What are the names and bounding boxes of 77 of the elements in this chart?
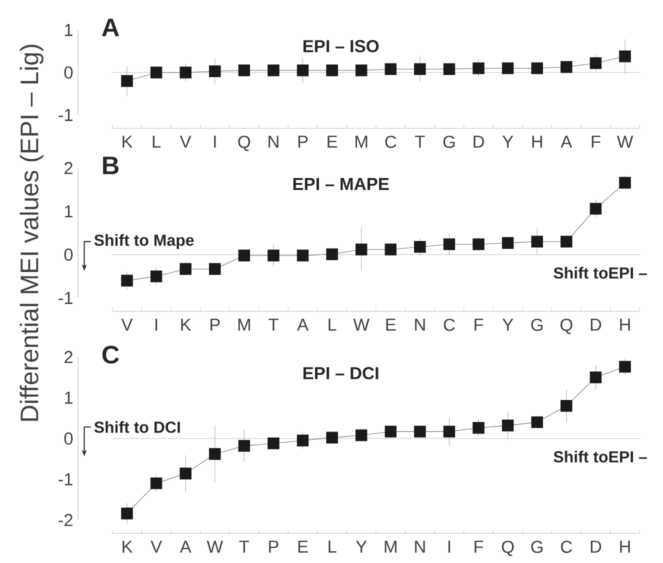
x-tick-label: I <box>156 318 158 331</box>
annotation: Shift to Mape <box>94 234 194 250</box>
x-tick-label: E <box>328 136 338 148</box>
y-axis-title: Differential MEI values (EPI – Lig) <box>20 44 44 421</box>
x-tick-label: M <box>238 318 250 331</box>
x-tick-label: N <box>268 136 278 148</box>
x-tick-label: C <box>561 540 572 553</box>
x-tick-label: C <box>385 136 396 148</box>
y-tick-label: 0 <box>64 66 73 79</box>
x-tick-label: W <box>616 136 634 148</box>
x-tick-label: N <box>415 540 425 553</box>
x-tick-label: Y <box>356 540 367 553</box>
y-tick-label: -1 <box>58 109 72 121</box>
x-tick-label: H <box>620 540 630 553</box>
x-tick-label: Q <box>502 540 514 556</box>
x-tick-label: A <box>560 136 572 148</box>
x-tick-label: V <box>150 540 162 553</box>
y-tick-label: 2 <box>64 162 72 174</box>
x-tick-label: D <box>590 540 602 553</box>
x-tick-label: Y <box>502 318 514 331</box>
x-tick-label: H <box>620 318 630 331</box>
y-tick-label: -1 <box>58 292 72 304</box>
y-tick-label: 1 <box>64 24 72 36</box>
x-tick-label: Q <box>238 136 250 152</box>
x-tick-label: F <box>592 136 600 148</box>
y-tick-label: 1 <box>64 392 72 404</box>
annotation: Shift toEPI – <box>554 450 647 462</box>
x-tick-label: K <box>122 540 133 553</box>
x-tick-label: H <box>532 136 542 148</box>
x-tick-label: K <box>181 318 192 331</box>
chart-subtitle: EPI – DCI <box>303 367 378 380</box>
chart-title: B <box>103 156 119 174</box>
x-tick-label: D <box>590 318 602 331</box>
x-tick-label: I <box>448 540 450 553</box>
chart-title: C <box>102 346 119 364</box>
x-tick-label: F <box>474 318 484 331</box>
x-tick-label: A <box>180 540 192 553</box>
x-tick-label: P <box>269 540 278 553</box>
x-tick-label: W <box>353 318 370 331</box>
x-tick-label: G <box>443 136 455 148</box>
x-tick-label: M <box>384 540 396 553</box>
chart-title: A <box>102 18 120 36</box>
y-tick-label: 2 <box>64 350 72 364</box>
y-tick-label: 0 <box>64 248 73 261</box>
chart-subtitle: EPI – MAPE <box>293 178 389 190</box>
x-tick-label: T <box>268 318 278 331</box>
x-tick-label: G <box>531 540 543 553</box>
x-tick-label: A <box>297 318 309 331</box>
y-tick-label: -2 <box>58 514 72 526</box>
x-tick-label: D <box>474 136 484 148</box>
annotation: Shift to DCI <box>94 421 180 433</box>
x-tick-label: E <box>298 540 308 553</box>
x-tick-label: F <box>474 540 484 553</box>
x-tick-label: L <box>328 318 336 331</box>
x-tick-label: Y <box>502 136 514 148</box>
x-tick-label: I <box>214 136 216 148</box>
x-tick-label: M <box>356 136 368 148</box>
x-tick-label: V <box>121 318 133 331</box>
y-tick-label: 1 <box>64 205 72 218</box>
x-tick-label: T <box>415 136 425 148</box>
x-tick-label: W <box>206 540 224 553</box>
x-tick-label: P <box>210 318 220 331</box>
x-tick-label: V <box>180 136 192 148</box>
y-tick-label: 0 <box>64 432 73 445</box>
x-tick-label: L <box>328 540 336 553</box>
x-tick-label: K <box>122 136 133 148</box>
y-tick-label: -1 <box>58 473 72 486</box>
x-tick-label: E <box>386 318 396 331</box>
x-tick-label: C <box>444 318 455 331</box>
x-tick-label: P <box>298 136 308 148</box>
x-tick-label: G <box>531 318 543 331</box>
annotation: Shift toEPI – <box>554 266 647 279</box>
x-tick-label: Q <box>560 318 572 334</box>
x-tick-label: N <box>415 318 425 331</box>
x-tick-label: L <box>152 136 161 148</box>
chart-subtitle: EPI – ISO <box>303 40 379 52</box>
x-tick-label: T <box>239 540 250 553</box>
